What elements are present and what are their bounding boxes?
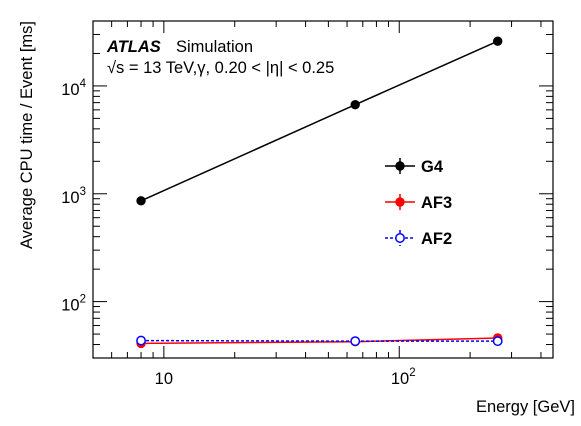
data-point-g4: [136, 196, 146, 206]
legend-af2-marker: [395, 233, 405, 243]
eta-symbol: η: [270, 59, 279, 77]
eta-range-right: | < 0.25: [279, 59, 334, 77]
y-tick-label-mantissa: 10: [61, 189, 79, 207]
eta-range-left: , 0.20 < |: [206, 59, 270, 77]
y-axis-label: Average CPU time / Event [ms]: [18, 21, 36, 249]
x-tick-label-exponent: 2: [409, 367, 415, 379]
particle-symbol: γ: [197, 59, 206, 77]
legend-g4-marker: [395, 161, 405, 171]
series-af2: [136, 335, 503, 347]
legend-entry-af2: AF2: [385, 230, 452, 248]
legend-entry-af3: AF3: [385, 194, 452, 212]
atlas-label: ATLAS: [106, 38, 161, 56]
series-line-af2: [141, 339, 498, 342]
axis-ticks: [92, 20, 553, 359]
legend-entry-g4: G4: [385, 158, 444, 176]
y-tick-label-exponent: 4: [80, 78, 87, 90]
simulation-label: Simulation: [176, 38, 253, 56]
legend-af2-label: AF2: [421, 230, 452, 248]
data-point-af2: [136, 335, 146, 346]
legend-g4-label: G4: [421, 158, 444, 176]
legend-af3-marker: [395, 197, 405, 207]
plot-frame: [92, 20, 554, 359]
legend-af3-label: AF3: [421, 194, 452, 212]
y-tick-label-exponent: 3: [80, 186, 86, 198]
data-point-af2: [492, 336, 503, 347]
x-tick-label: 102: [391, 367, 416, 388]
series-layer: [136, 36, 503, 349]
conditions-prefix: √s = 13 TeV,: [107, 59, 197, 77]
data-point-af2: [350, 336, 361, 347]
x-axis-label: Energy [GeV]: [476, 398, 575, 416]
data-point-g4: [493, 36, 503, 46]
x-tick-label: 10: [155, 370, 173, 388]
y-tick-label: 103: [61, 186, 86, 207]
series-line-af3: [141, 337, 498, 345]
x-tick-label-mantissa: 10: [391, 370, 409, 388]
y-tick-label-exponent: 2: [80, 294, 86, 306]
y-tick-label-mantissa: 10: [61, 81, 79, 99]
y-tick-label: 104: [61, 78, 86, 99]
x-tick-label-mantissa: 10: [155, 370, 173, 388]
data-point-g4: [350, 99, 360, 110]
y-tick-label-mantissa: 10: [61, 297, 79, 315]
conditions-label: √s = 13 TeV,γ, 0.20 < |η| < 0.25: [107, 59, 334, 77]
legend: G4 AF3 AF2: [385, 158, 452, 248]
series-g4: [136, 36, 503, 206]
y-tick-label: 102: [61, 294, 86, 315]
